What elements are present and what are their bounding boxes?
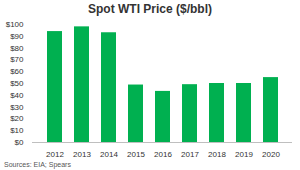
svg-text:$20: $20 (10, 114, 24, 123)
svg-text:$10: $10 (10, 126, 24, 135)
svg-text:2018: 2018 (208, 150, 226, 159)
svg-text:$30: $30 (10, 103, 24, 112)
html-text:Sources: EIA; Spears: Sources: EIA; Spears (4, 161, 71, 168)
svg-text:$70: $70 (10, 55, 24, 64)
svg-text:2019: 2019 (235, 150, 253, 159)
svg-text:$0: $0 (15, 138, 24, 147)
svg-text:$100: $100 (6, 20, 24, 29)
svg-text:$50: $50 (10, 79, 24, 88)
svg-text:2016: 2016 (154, 150, 172, 159)
svg-text:2017: 2017 (181, 150, 199, 159)
html-text:Spot WTI Price ($/bbl): Spot WTI Price ($/bbl) (88, 2, 212, 16)
svg-text:2012: 2012 (46, 150, 64, 159)
svg-text:2013: 2013 (73, 150, 91, 159)
svg-text:$60: $60 (10, 67, 24, 76)
svg-text:2020: 2020 (262, 150, 280, 159)
svg-text:2014: 2014 (100, 150, 118, 159)
svg-text:$90: $90 (10, 32, 24, 41)
svg-text:$80: $80 (10, 44, 24, 53)
svg-text:$40: $40 (10, 91, 24, 100)
svg-text:2015: 2015 (127, 150, 145, 159)
